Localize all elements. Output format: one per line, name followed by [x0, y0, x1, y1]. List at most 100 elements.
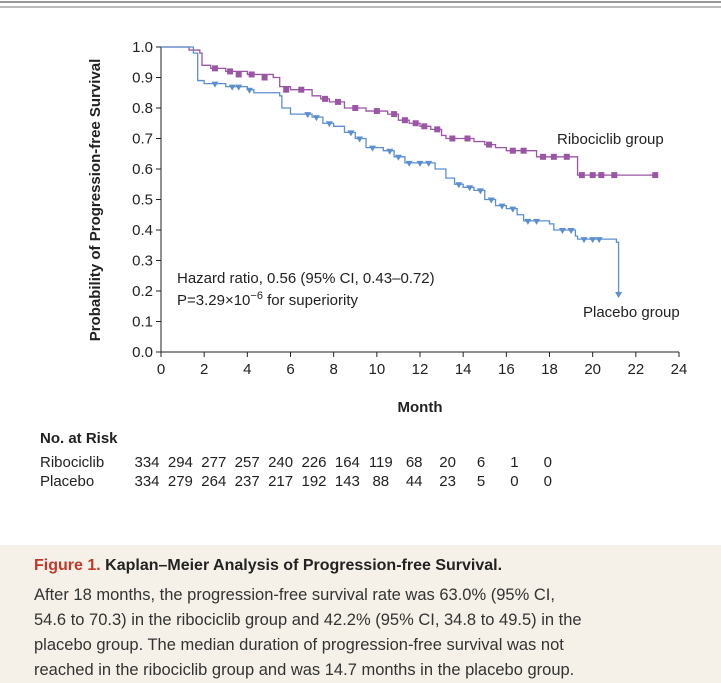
caption-line: 54.6 to 70.3) in the ribociclib group an…: [34, 611, 582, 629]
censor-mark: [352, 105, 359, 111]
risk-value: 192: [301, 473, 326, 490]
censor-mark: [322, 95, 329, 102]
y-tick-label: 0.4: [132, 222, 153, 239]
y-tick-label: 0.8: [132, 100, 153, 117]
censor-mark: [598, 172, 605, 179]
risk-value: 20: [439, 454, 456, 471]
survival-curve: [161, 46, 658, 176]
x-tick-label: 24: [671, 361, 688, 378]
caption-body: After 18 months, the progression-free su…: [34, 583, 721, 683]
censor-mark: [578, 172, 585, 179]
censor-mark: [245, 87, 253, 94]
caption-title: Kaplan–Meier Analysis of Progression-fre…: [105, 557, 503, 574]
risk-value: 23: [439, 473, 456, 490]
x-tick-label: 0: [157, 361, 165, 378]
risk-value: 294: [168, 454, 193, 471]
risk-value: 0: [544, 473, 552, 490]
series-label: Ribociclib group: [557, 131, 664, 148]
risk-value: 119: [369, 454, 393, 471]
caption: Figure 1. Kaplan–Meier Analysis of Progr…: [0, 545, 721, 683]
y-tick-label: 0.6: [132, 161, 153, 178]
risk-row-label: Placebo: [40, 473, 94, 490]
y-tick-label: 0.3: [132, 253, 153, 270]
risk-value: 0: [544, 454, 552, 471]
censor-mark: [509, 147, 516, 154]
p-value-suffix: for superiority: [263, 292, 359, 309]
censor-mark: [227, 68, 234, 75]
censor-mark: [533, 218, 541, 225]
risk-value: 68: [406, 454, 423, 471]
y-tick-label: 0.0: [132, 344, 153, 361]
risk-value: 1: [510, 454, 518, 471]
censor-mark: [434, 126, 441, 133]
censor-mark: [425, 160, 433, 167]
x-tick-label: 20: [584, 361, 601, 378]
risk-value: 277: [201, 454, 226, 471]
censor-mark: [401, 117, 408, 124]
risk-value: 5: [477, 473, 485, 490]
censor-mark: [304, 112, 312, 119]
censor-mark: [498, 203, 506, 210]
risk-value: 237: [235, 473, 260, 490]
censor-mark: [524, 218, 532, 225]
censor-mark: [558, 228, 566, 234]
censor-mark: [325, 121, 333, 128]
p-value: P=3.29×10−6 for superiority: [177, 290, 358, 309]
censor-mark: [369, 145, 377, 152]
risk-value: 279: [168, 473, 193, 490]
y-axis-label: Probability of Progression-free Survival: [87, 59, 104, 342]
risk-row-label: Ribociclib: [40, 454, 104, 471]
risk-value: 6: [477, 454, 485, 471]
censor-mark: [356, 136, 364, 143]
risk-value: 164: [335, 454, 360, 471]
censor-mark: [509, 206, 517, 213]
censor-mark: [611, 172, 618, 179]
x-tick-label: 12: [412, 361, 429, 378]
x-tick-label: 14: [455, 361, 472, 378]
x-tick-label: 6: [286, 361, 294, 378]
risk-value: 257: [235, 454, 260, 471]
censor-mark: [520, 147, 527, 154]
risk-value: 226: [301, 454, 326, 471]
censor-mark: [567, 228, 575, 234]
censor-mark: [476, 188, 484, 195]
censor-mark: [412, 120, 419, 127]
censor-mark: [421, 123, 428, 130]
risk-value: 0: [510, 473, 518, 490]
x-tick-label: 22: [627, 361, 644, 378]
censor-mark: [391, 111, 398, 118]
censor-mark: [595, 237, 603, 244]
risk-title: No. at Risk: [40, 430, 118, 447]
x-tick-label: 16: [498, 361, 515, 378]
risk-value: 334: [134, 473, 159, 490]
censor-mark: [455, 182, 463, 189]
y-tick-label: 0.5: [132, 192, 153, 209]
censor-mark: [550, 153, 557, 160]
x-tick-label: 2: [200, 361, 208, 378]
censor-mark: [235, 84, 243, 91]
annotation: Hazard ratio, 0.56 (95% CI, 0.43–0.72): [177, 270, 435, 287]
x-axis-label: Month: [398, 399, 443, 416]
risk-value: 44: [406, 473, 423, 490]
censor-mark: [589, 237, 597, 244]
x-tick-label: 8: [329, 361, 337, 378]
censor-mark: [386, 148, 394, 155]
censor-mark: [449, 135, 456, 142]
y-tick-label: 0.1: [132, 314, 153, 331]
censor-mark: [312, 115, 320, 122]
censor-mark: [298, 86, 305, 93]
caption-label: Figure 1.: [34, 557, 101, 574]
series-label: Placebo group: [583, 304, 680, 321]
x-tick-label: 10: [368, 361, 385, 378]
censor-mark: [466, 185, 474, 192]
censor-mark: [486, 141, 493, 148]
risk-value: 143: [335, 473, 360, 490]
y-tick-label: 1.0: [132, 39, 153, 56]
censor-mark: [464, 135, 471, 142]
censor-mark: [615, 292, 623, 299]
censor-mark: [235, 71, 242, 78]
chart: Probability of Progression-free Survival…: [0, 1, 721, 490]
censor-mark: [334, 98, 341, 105]
risk-value: 264: [201, 473, 226, 490]
risk-value: 334: [134, 454, 159, 471]
